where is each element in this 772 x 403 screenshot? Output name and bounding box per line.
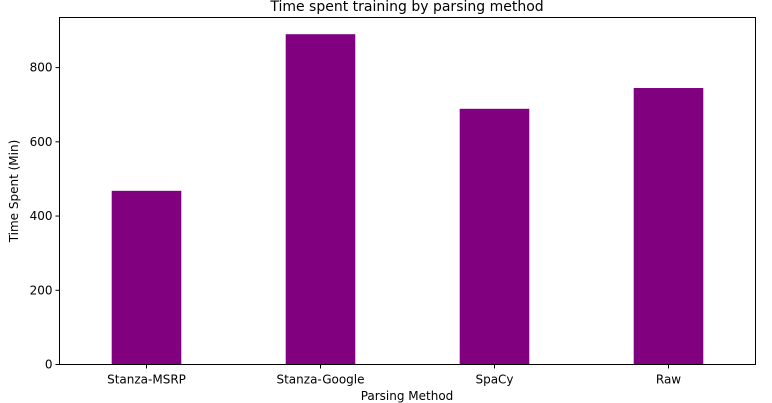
y-tick-label: 200 — [30, 283, 53, 297]
y-tick-label: 600 — [30, 135, 53, 149]
chart-title: Time spent training by parsing method — [269, 0, 543, 15]
plot-frame — [59, 17, 756, 365]
y-tick-label: 800 — [30, 61, 53, 75]
bar-stanza-msrp — [111, 190, 182, 365]
y-axis-label: Time Spent (Min) — [7, 140, 21, 244]
bar-spacy — [459, 108, 530, 365]
bars-group — [111, 34, 704, 365]
x-tick-label: SpaCy — [475, 373, 513, 387]
x-tick-label: Stanza-MSRP — [107, 373, 186, 387]
y-tick-label: 400 — [30, 209, 53, 223]
bar-raw — [633, 88, 704, 365]
y-tick-label: 0 — [45, 358, 53, 372]
y-axis-ticks: 0 200 400 600 800 — [30, 61, 60, 372]
x-axis-label: Parsing Method — [361, 389, 454, 403]
x-tick-label: Stanza-Google — [276, 373, 364, 387]
bar-stanza-google — [285, 34, 356, 365]
x-axis-ticks: Stanza-MSRP Stanza-Google SpaCy Raw — [107, 364, 681, 387]
x-tick-label: Raw — [656, 373, 681, 387]
